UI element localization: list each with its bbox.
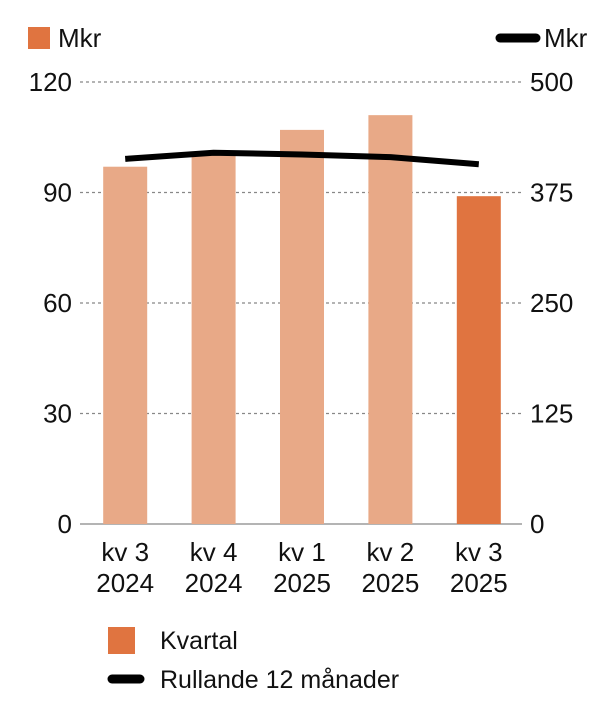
- category-year-label: 2025: [361, 568, 419, 598]
- left-tick-label: 30: [43, 399, 72, 429]
- right-axis-ticks: 0 125 250 375 500: [530, 67, 573, 539]
- left-tick-label: 60: [43, 288, 72, 318]
- bars: [103, 115, 501, 525]
- bar-3: [368, 115, 413, 525]
- left-unit-swatch: [28, 27, 50, 49]
- left-axis-ticks: 0 30 60 90 120: [29, 67, 72, 539]
- right-tick-label: 500: [530, 67, 573, 97]
- category-label: kv 2: [367, 537, 415, 567]
- right-tick-label: 250: [530, 288, 573, 318]
- category-label: kv 3: [101, 537, 149, 567]
- right-tick-label: 125: [530, 399, 573, 429]
- bar-2: [280, 129, 324, 524]
- bar-4: [456, 196, 501, 524]
- bar-0: [103, 166, 148, 524]
- right-tick-label: 0: [530, 509, 544, 539]
- legend-swatch-kvartal: [108, 627, 135, 654]
- category-year-label: 2024: [185, 568, 243, 598]
- category-year-label: 2025: [450, 568, 508, 598]
- left-tick-label: 0: [58, 509, 72, 539]
- legend-label-kvartal: Kvartal: [160, 627, 238, 655]
- legend-label-rullande: Rullande 12 månader: [160, 666, 399, 694]
- left-axis-unit: Mkr: [58, 23, 102, 53]
- left-tick-label: 90: [43, 178, 72, 208]
- category-label: kv 3: [455, 537, 503, 567]
- line-series: [124, 149, 480, 168]
- category-label: kv 1: [278, 537, 326, 567]
- rolling-line: [124, 149, 480, 168]
- bar-1: [191, 151, 236, 524]
- left-tick-label: 120: [29, 67, 72, 97]
- category-year-label: 2025: [273, 568, 331, 598]
- right-axis-unit: Mkr: [544, 23, 588, 53]
- category-year-label: 2024: [96, 568, 154, 598]
- right-tick-label: 375: [530, 178, 573, 208]
- category-label: kv 4: [190, 537, 238, 567]
- gridlines: [80, 81, 522, 525]
